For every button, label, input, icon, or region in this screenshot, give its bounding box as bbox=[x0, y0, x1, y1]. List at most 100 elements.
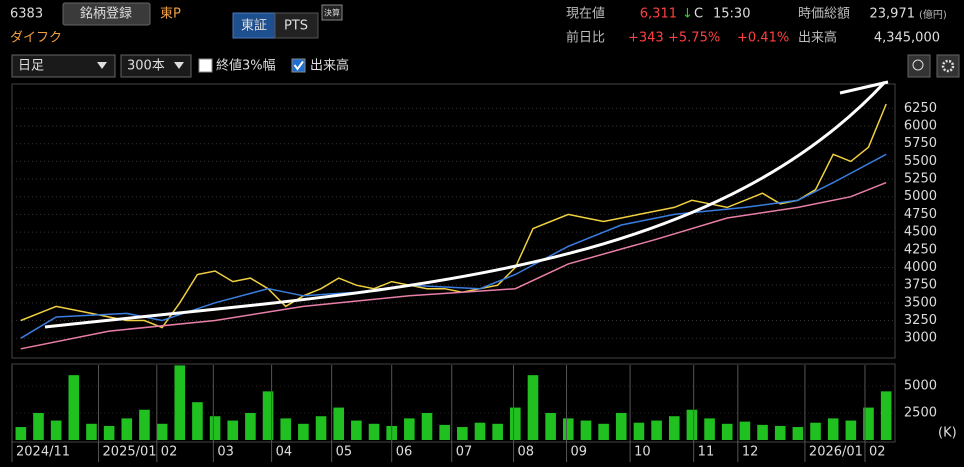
volume-bar bbox=[527, 375, 539, 440]
volume-bar bbox=[368, 423, 380, 440]
y-tick-label: 5750 bbox=[904, 136, 937, 151]
volume-bar bbox=[209, 416, 221, 440]
volume-bar bbox=[827, 418, 839, 440]
price-line bbox=[20, 181, 887, 350]
volume-bar bbox=[510, 407, 521, 440]
tab[interactable] bbox=[274, 12, 319, 39]
tab-active[interactable] bbox=[232, 12, 276, 39]
x-tick-label: 2024/11 bbox=[16, 445, 70, 460]
stock-code: 6383 bbox=[10, 7, 43, 22]
volume-bar bbox=[121, 418, 133, 440]
y-tick-label: 3500 bbox=[904, 295, 937, 310]
y-tick-label: 4500 bbox=[904, 225, 937, 240]
volume-bar bbox=[545, 412, 556, 440]
y-tick-label: 5000 bbox=[904, 378, 937, 393]
volume-bar bbox=[668, 416, 680, 440]
volume-bar bbox=[68, 375, 80, 440]
period-select[interactable] bbox=[11, 54, 116, 78]
volume-bar bbox=[757, 424, 768, 440]
dropdown-arrow bbox=[97, 62, 107, 69]
volume-bar bbox=[50, 420, 62, 440]
volume-bar bbox=[139, 409, 150, 440]
check-mark bbox=[293, 60, 304, 71]
x-tick-label: 2025/01 bbox=[103, 445, 157, 460]
time: 15:30 bbox=[713, 7, 750, 22]
volume-bar bbox=[298, 423, 309, 440]
x-tick-label: 08 bbox=[518, 445, 535, 460]
label: 出来高 bbox=[798, 30, 837, 46]
y-tick-label: 6250 bbox=[904, 101, 937, 116]
volume-bar bbox=[580, 420, 592, 440]
y-tick-label: 3000 bbox=[904, 331, 937, 346]
y-tick-label: 5000 bbox=[904, 189, 937, 204]
flag: C bbox=[694, 7, 703, 22]
tab-label: PTS bbox=[284, 19, 308, 34]
count-select[interactable] bbox=[120, 54, 192, 78]
unit: (億円) bbox=[919, 8, 947, 21]
volume-bar bbox=[686, 409, 698, 440]
volume-bar bbox=[598, 423, 609, 440]
volume-bar bbox=[704, 418, 715, 440]
x-tick-label: 05 bbox=[336, 445, 353, 460]
trend-arrow bbox=[44, 80, 887, 329]
volume-bar bbox=[439, 424, 450, 440]
x-tick-label: 09 bbox=[571, 445, 588, 460]
price-line bbox=[20, 103, 887, 329]
zoom-icon bbox=[912, 59, 924, 71]
y-tick-label: 3250 bbox=[904, 313, 937, 328]
volume-bar bbox=[615, 412, 627, 440]
checkbox-label: 出来高 bbox=[310, 58, 349, 74]
kessan-icon[interactable] bbox=[321, 4, 343, 21]
kessan-label: 決算 bbox=[324, 8, 340, 18]
volume-bar bbox=[651, 420, 662, 440]
y-tick-label: 4000 bbox=[904, 260, 937, 275]
volume-bar bbox=[192, 402, 203, 440]
x-tick-label: 12 bbox=[742, 445, 759, 460]
volume-bar bbox=[792, 427, 804, 440]
tab-label: 東証 bbox=[241, 18, 267, 34]
x-tick-label: 03 bbox=[217, 445, 234, 460]
price-line bbox=[20, 153, 887, 339]
volume-bar bbox=[351, 420, 362, 440]
company-name: ダイフク bbox=[10, 31, 62, 46]
volume-bar bbox=[156, 423, 168, 440]
y-tick-label: 4750 bbox=[904, 207, 937, 222]
checkbox[interactable] bbox=[198, 58, 213, 73]
volume-bar bbox=[845, 420, 857, 440]
volume-bar bbox=[174, 365, 186, 440]
volume-bar bbox=[280, 418, 292, 440]
y-tick-label: 4250 bbox=[904, 242, 937, 257]
x-tick-label: 06 bbox=[396, 445, 413, 460]
volume-bar bbox=[633, 422, 645, 440]
y-tick-label: 5500 bbox=[904, 154, 937, 169]
cap: 23,971 bbox=[870, 7, 916, 22]
volume-bar bbox=[33, 412, 44, 440]
x-tick-label: 04 bbox=[276, 445, 293, 460]
dropdown-arrow bbox=[174, 62, 184, 69]
y-tick-label: 2500 bbox=[904, 405, 937, 420]
trend-arrow-head bbox=[839, 80, 889, 95]
select-label: 300本 bbox=[127, 59, 165, 74]
volume-bar bbox=[810, 422, 821, 440]
gear-icon bbox=[941, 59, 955, 73]
price: 6,311 bbox=[640, 7, 677, 22]
change: +343 bbox=[628, 31, 664, 46]
settings-button[interactable] bbox=[936, 54, 960, 78]
register-label: 銘柄登録 bbox=[80, 7, 132, 22]
zoom-button[interactable] bbox=[907, 54, 931, 78]
price-panel bbox=[11, 83, 896, 359]
volume-bar bbox=[86, 423, 97, 440]
volume-bar bbox=[474, 422, 486, 440]
volume-bar bbox=[262, 391, 274, 440]
select-label: 日足 bbox=[18, 59, 44, 74]
x-tick-label: 07 bbox=[456, 445, 473, 460]
market: 東P bbox=[160, 6, 181, 22]
label: 前日比 bbox=[566, 30, 605, 46]
label: 現在値 bbox=[566, 6, 605, 22]
register-button[interactable] bbox=[62, 2, 151, 26]
volume-bar bbox=[404, 418, 415, 440]
volume-bar bbox=[457, 427, 468, 440]
volume-bar bbox=[245, 412, 256, 440]
volume-bar bbox=[492, 423, 503, 440]
